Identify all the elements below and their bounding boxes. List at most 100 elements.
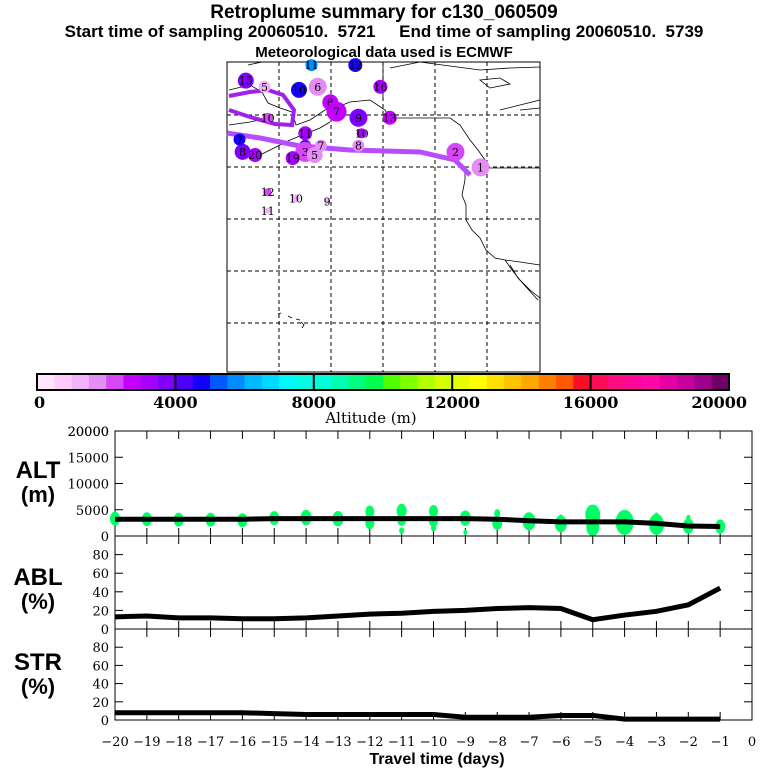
colorbar-swatch [88,374,107,390]
y-tick-label: 5000 [76,504,109,519]
altitude-spread-dot [431,524,436,532]
x-tick-label: −6 [551,735,570,750]
cluster-marker [233,133,246,146]
cluster-marker [285,151,300,166]
x-tick-label: 0 [748,735,756,750]
alt-panel-label: ALT [16,457,61,484]
y-tick-label: 80 [92,641,109,656]
cluster-marker [349,108,368,127]
y-tick-label: 0 [101,623,109,638]
colorbar-swatch [210,374,228,390]
colorbar-tick-label: 12000 [424,393,480,412]
colorbar-tick-label: 4000 [153,393,198,412]
y-tick-label: 60 [92,567,109,582]
colorbar-swatch [331,374,349,390]
colorbar-swatch [261,374,280,390]
cluster-marker [237,72,254,89]
x-tick-label: −8 [488,735,507,750]
x-tick-label: −9 [456,735,475,750]
cluster-marker [248,148,263,162]
x-tick-label: −15 [261,735,288,750]
colorbar-swatch [365,374,384,390]
series-line [115,710,721,722]
altitude-spread-dot [365,505,375,519]
y-tick-label: 20000 [68,425,109,440]
altitude-spread-dot [494,509,501,518]
x-tick-label: −17 [197,735,224,750]
y-tick-label: 10000 [68,478,109,493]
coastline-hawaii [277,312,305,329]
x-tick-label: −14 [292,735,319,750]
abl-panel-label: ABL [13,564,62,591]
cluster-marker [356,128,367,139]
x-tick-label: −13 [324,735,351,750]
series-line [114,585,722,623]
cluster-label: 20 [248,149,262,162]
colorbar-swatch [607,374,626,390]
cluster-marker [290,81,307,98]
x-tick-label: −12 [356,735,383,750]
y-tick-label: 80 [92,549,109,564]
colorbar-swatch [573,374,592,390]
colorbar-tick-label: 8000 [292,393,337,412]
altitude-spread-dot [429,505,438,518]
colorbar-swatch [54,374,73,390]
colorbar-swatch [348,374,367,390]
altitude-spread-dot [463,529,468,536]
colorbar-swatch [556,374,574,390]
cluster-marker [264,207,271,214]
cluster-label: 13 [383,112,397,125]
abl-panel: 0 20 40 60 80 [92,535,753,638]
cluster-label: 10 [292,84,306,97]
coastline-alaska [228,61,540,169]
colorbar-tick-label: 0 [34,393,45,412]
cluster-marker [373,79,388,94]
colorbar-swatch [625,374,643,390]
colorbar-swatch [313,374,332,390]
cluster-points: 1551112106879161311435719108218207101210… [233,58,490,218]
cluster-marker [263,188,272,197]
x-tick-label: −20 [101,735,128,750]
cluster-label: 11 [298,127,312,140]
colorbar-swatch [677,374,695,390]
colorbar-swatch [192,374,211,390]
cluster-marker [348,58,363,73]
cluster-marker [305,59,318,72]
sampling-time-subtitle: Start time of sampling 20060510. 5721 En… [64,22,704,41]
panel-frame [114,628,753,721]
x-tick-label: −3 [647,735,666,750]
x-tick-label: −11 [388,735,415,750]
y-tick-label: 0 [101,530,109,545]
cluster-label: 3 [302,146,309,159]
colorbar-swatch [434,374,453,390]
cluster-label: 10 [289,192,303,205]
cluster-label: 9 [355,112,362,125]
cluster-marker [471,158,490,177]
colorbar-swatch [175,374,194,390]
cluster-label: 12 [348,59,362,72]
str-panel-unit: (%) [21,674,55,699]
colorbar-swatch [642,374,661,390]
cluster-label: 8 [327,96,334,109]
y-tick-label: 20 [92,604,109,619]
colorbar-swatch [296,374,315,390]
cluster-label: 1 [477,161,484,174]
panel-frame [114,535,753,630]
cluster-label: 7 [317,140,324,153]
cluster-label: 19 [286,152,300,165]
colorbar-swatch [711,374,730,390]
altitude-colorbar: 0 4000 8000 12000 16000 20000 [34,373,747,412]
y-tick-label: 15000 [68,451,109,466]
trajectory-loop [228,87,297,128]
colorbar-swatch [106,374,124,390]
cluster-label: 15 [239,75,253,88]
colorbar-label: Altitude (m) [324,409,416,427]
abl-panel-unit: (%) [21,589,55,614]
cluster-marker [262,112,273,123]
cluster-label: 2 [452,146,459,159]
cluster-marker [308,77,327,96]
cluster-marker [314,139,327,152]
colorbar-tick-label: 20000 [691,393,747,412]
colorbar-swatch [486,374,505,390]
